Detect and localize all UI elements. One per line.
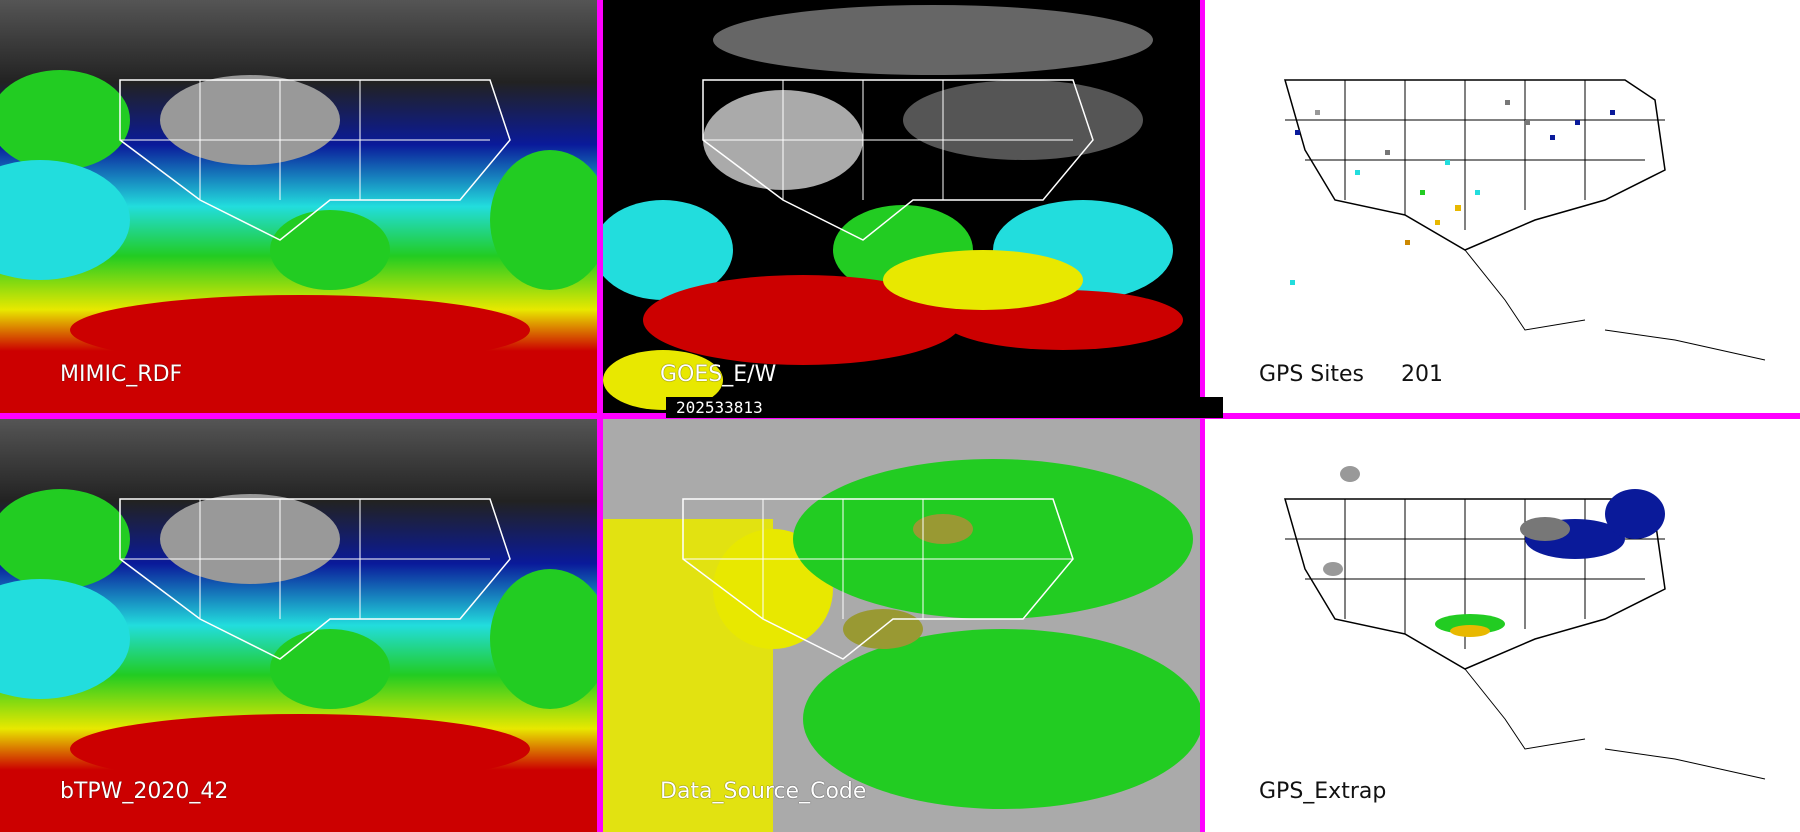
source-label: Data_Source_Code (660, 779, 867, 804)
gps-sites-label: GPS Sites (1259, 362, 1364, 387)
gps-extrap-panel[interactable]: GPS_Extrap (1205, 419, 1800, 832)
source-panel[interactable]: Data_Source_Code (603, 419, 1200, 832)
btpw-map (0, 419, 597, 832)
mimic-label: MIMIC_RDF (60, 362, 183, 387)
mimic-panel[interactable]: MIMIC_RDF (0, 0, 597, 413)
mimic-map (0, 0, 597, 413)
timestamp: 202533813 (666, 397, 1223, 418)
goes-panel[interactable]: GOES_E/W (603, 0, 1200, 413)
goes-label: GOES_E/W (660, 362, 777, 387)
goes-map (603, 0, 1200, 413)
btpw-label: bTPW_2020_42 (60, 779, 229, 804)
source-map (603, 419, 1200, 832)
gps-extrap-map (1205, 419, 1800, 832)
gps-site-markers (1290, 100, 1615, 285)
gps-sites-count: 201 (1401, 362, 1443, 387)
gps-sites-map (1205, 0, 1800, 413)
gps-extrap-label: GPS_Extrap (1259, 779, 1387, 804)
gps-sites-panel[interactable]: GPS Sites 201 (1205, 0, 1800, 413)
btpw-panel[interactable]: bTPW_2020_42 (0, 419, 597, 832)
